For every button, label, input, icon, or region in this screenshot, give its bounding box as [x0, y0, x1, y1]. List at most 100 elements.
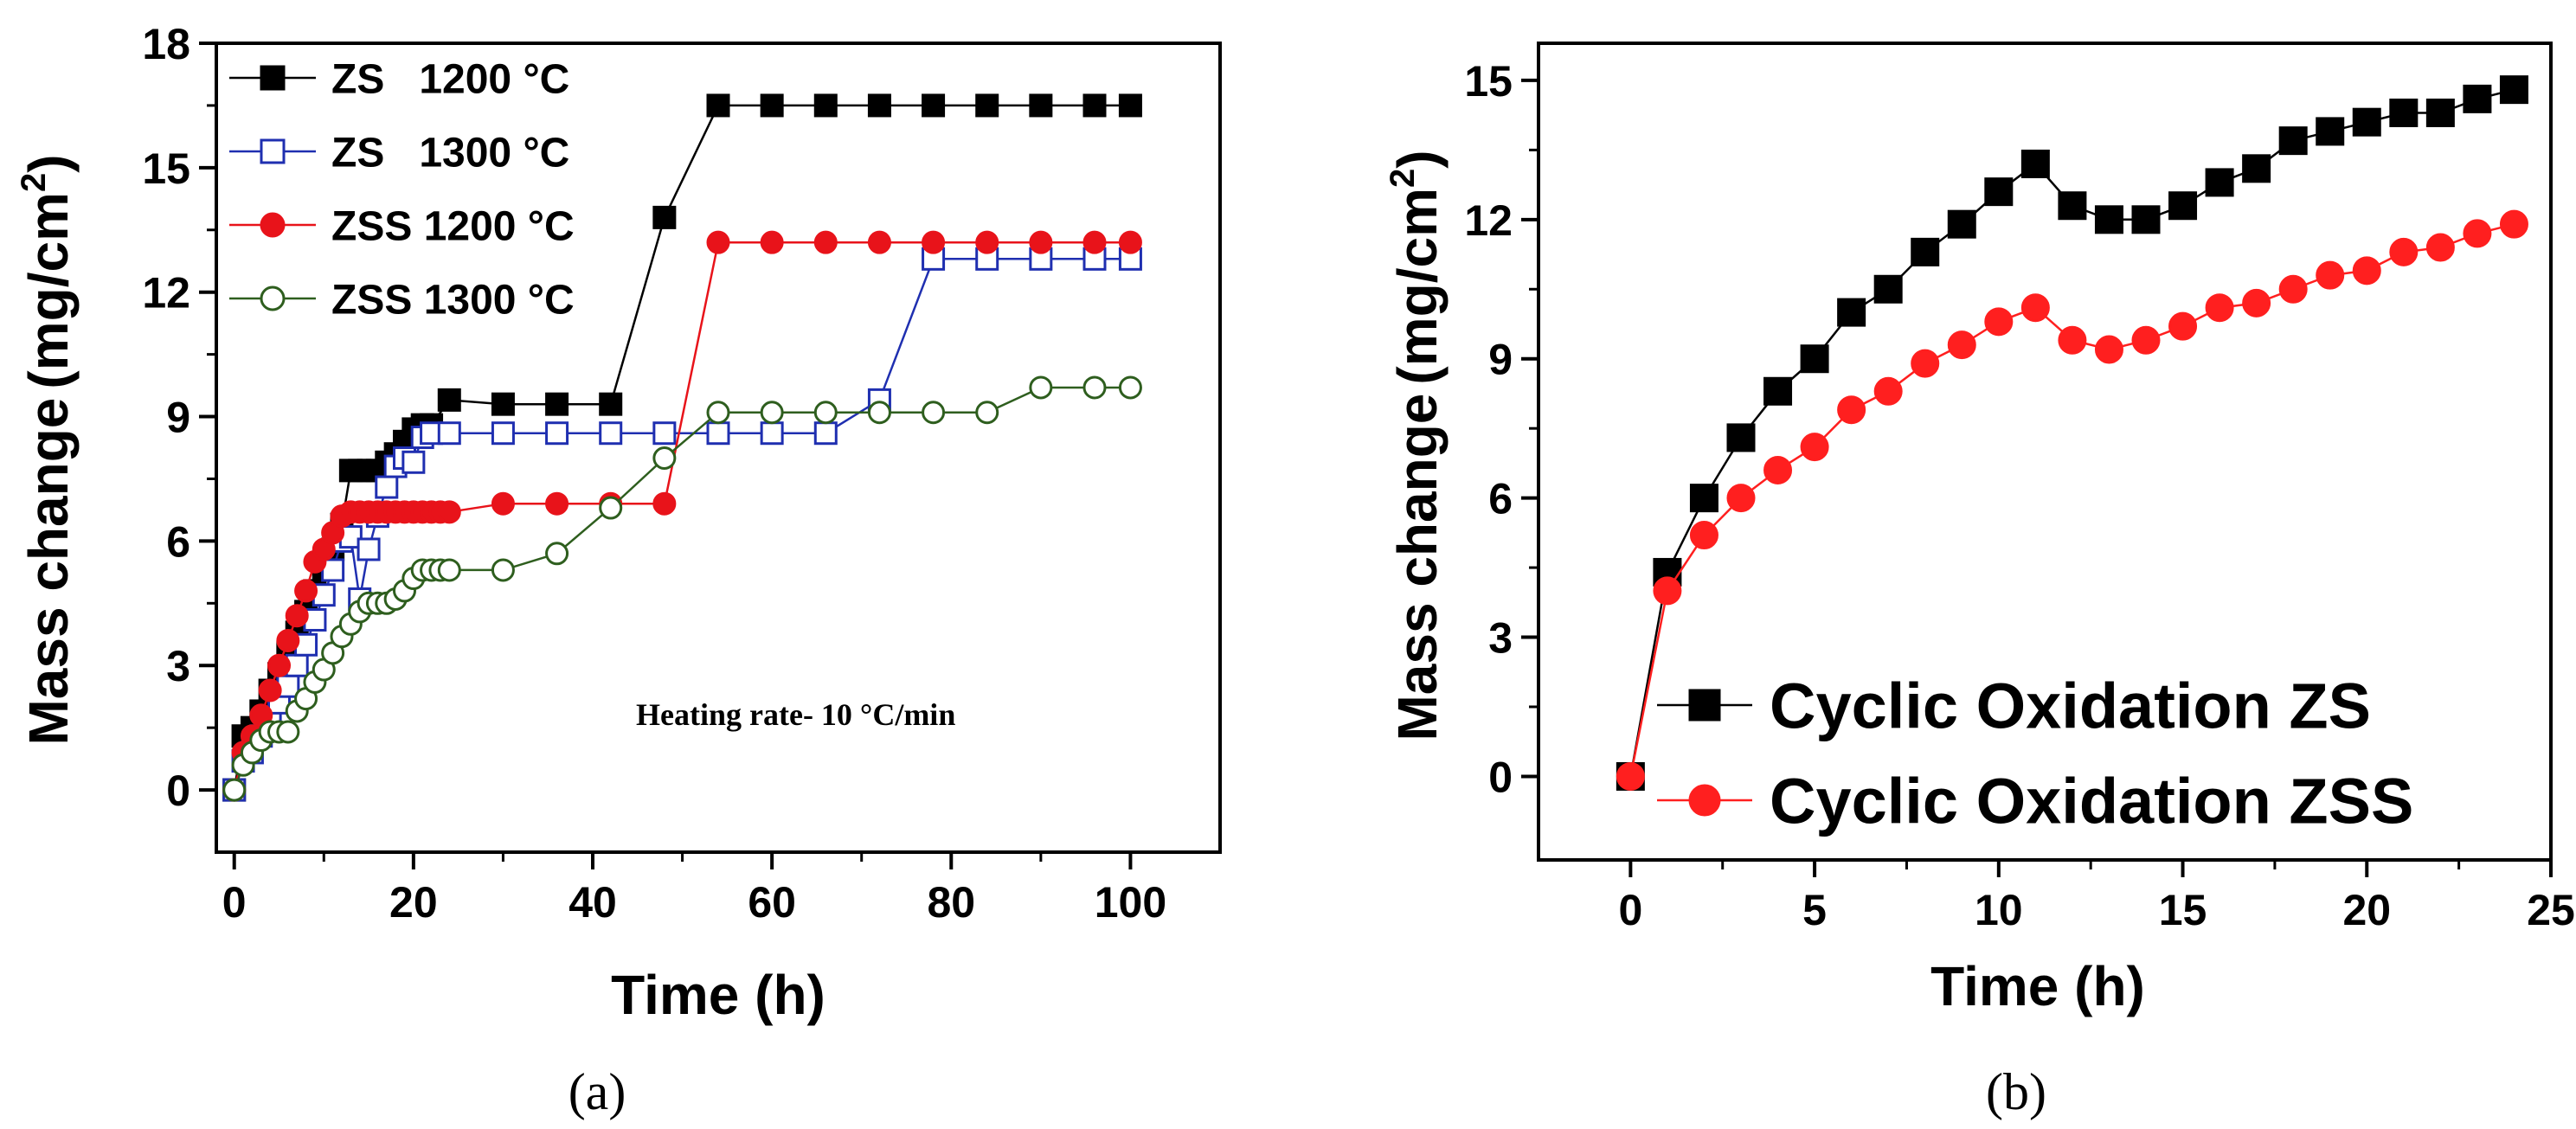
panel-a-data-point	[599, 421, 623, 446]
panel-a-data-point	[491, 491, 515, 516]
panel-a-y-label-main: Mass change	[17, 398, 80, 746]
panel-b-data-point	[1726, 423, 1756, 452]
panel-a-x-tick-label: 60	[748, 878, 796, 927]
panel-a-legend-marker	[260, 65, 286, 91]
panel-a-data-point	[437, 421, 461, 446]
panel-b-y-tick-label: 15	[1464, 57, 1513, 106]
panel-b-plot-frame	[1537, 42, 2553, 862]
panel-b-data-point	[2058, 325, 2087, 355]
panel-b-data-point	[1689, 521, 1718, 550]
panel-b-x-tick-label: 10	[1975, 886, 2023, 934]
panel-a-x-tick-label: 80	[927, 878, 975, 927]
panel-a-data-point	[652, 205, 677, 229]
panel-b-data-point	[2094, 335, 2123, 364]
panel-a-data-point	[276, 628, 300, 652]
panel-a-data-point	[375, 475, 399, 499]
panel-b-data-point	[2168, 191, 2198, 221]
panel-a-data-point	[491, 392, 515, 416]
panel-b-data-point	[1689, 484, 1718, 513]
panel-b-data-point	[1947, 330, 1976, 360]
panel-b-y-tick-label: 9	[1488, 336, 1513, 384]
panel-a-data-point	[294, 579, 318, 603]
panel-a-legend: ZS 1200 °C ZS 1300 °C ZSS 1200 °C ZSS 1300 …	[229, 56, 575, 323]
panel-b-y-tick-label: 3	[1488, 614, 1513, 663]
panel-a-data-point	[706, 230, 730, 254]
panel-b-x-tick-label: 25	[2527, 886, 2575, 934]
panel-a-y-tick-label: 0	[166, 767, 190, 815]
panel-b-data-point	[2316, 117, 2345, 146]
panel-b-data-point	[2242, 154, 2271, 183]
panel-a-data-point	[1082, 375, 1107, 400]
panel-b-series-2	[1616, 209, 2528, 791]
panel-b-y-label-main: Mass change	[1386, 394, 1449, 741]
panel-b-x-tick-label: 20	[2342, 886, 2391, 934]
panel-b-data-point	[2131, 325, 2161, 355]
panel-b-data-point	[2168, 311, 2198, 341]
panel-a-data-point	[652, 446, 677, 470]
panel-b-y-label-close: )	[1386, 150, 1449, 168]
panel-b-data-point	[2389, 98, 2419, 127]
panel-a-data-point	[1118, 375, 1142, 400]
panel-b-y-tick-label: 6	[1488, 475, 1513, 523]
panel-b-data-point	[2131, 205, 2161, 234]
panel-a-y-tick-label: 18	[142, 20, 190, 68]
panel-a-legend-item: ZSS 1200 °C	[229, 203, 575, 249]
panel-a-legend-marker	[260, 138, 286, 164]
panel-b-legend-marker	[1688, 689, 1721, 722]
panel-a-data-point	[1118, 93, 1142, 118]
panel-b-legend-marker	[1688, 784, 1721, 817]
panel-b-data-point	[1763, 455, 1793, 484]
panel-a-data-point	[706, 421, 730, 446]
panel-a-data-point	[545, 491, 569, 516]
panel-a-data-point	[652, 421, 677, 446]
panel-b-data-point	[2499, 75, 2528, 105]
panel-a-legend-marker	[260, 285, 286, 311]
panel-a-y-axis-label: Mass change (mg/cm2)	[15, 154, 80, 745]
panel-b-label: (b)	[1986, 1063, 2046, 1120]
panel-b-y-axis-label: Mass change (mg/cm2)	[1384, 150, 1449, 741]
panel-a-data-point	[599, 392, 623, 416]
panel-b-y-ticks: 0 3 6 9 12 15	[1464, 57, 1539, 801]
panel-a-data-point	[491, 421, 515, 446]
panel-b-data-point	[1726, 484, 1756, 513]
panel-b-data-point	[2020, 149, 2050, 178]
panel-b-data-point	[1763, 376, 1793, 406]
panel-b-x-axis-label: Time (h)	[1930, 955, 2145, 1017]
panel-b-series	[1616, 75, 2528, 791]
panel-a-x-tick-label: 20	[389, 878, 438, 927]
panel-a-legend-item: ZS 1200 °C	[229, 56, 569, 102]
panel-b-data-point	[2278, 274, 2308, 304]
panel-b-y-label-unit: (mg/cm	[1386, 188, 1449, 385]
panel-a-annotation: Heating rate- 10 °C/min	[636, 697, 955, 732]
panel-a-y-ticks: 0 3 6 9 12 15 18	[142, 20, 216, 815]
panel-a-data-point	[491, 558, 515, 582]
panel-b-data-point	[1800, 433, 1829, 462]
panel-b-legend-label: Cyclic Oxidation ZS	[1770, 670, 2371, 742]
panel-a-y-label-close: )	[17, 154, 80, 172]
panel-b-data-point	[1800, 344, 1829, 374]
panel-b-data-point	[2058, 191, 2087, 221]
panel-a-data-point	[867, 93, 891, 118]
panel-a-data-point	[975, 230, 999, 254]
panel-b-legend-item: Cyclic Oxidation ZS	[1657, 670, 2371, 742]
panel-a: 0 20 40 60 80 100 0 3 6 9 12 15 18 ZS 1200 °C ZS 130…	[15, 20, 1222, 1120]
panel-a-data-point	[922, 401, 946, 425]
panel-a-legend-label: ZS 1200 °C	[331, 56, 569, 102]
panel-b-x-tick-label: 0	[1618, 886, 1642, 934]
panel-a-legend-marker	[260, 212, 286, 238]
panel-a-data-point	[813, 93, 838, 118]
panel-a-data-point	[401, 450, 426, 474]
panel-a-data-point	[760, 421, 784, 446]
panel-b-data-point	[1837, 395, 1866, 425]
panel-a-x-tick-label: 40	[569, 878, 617, 927]
panel-b-x-ticks: 0 5 10 15 20 25	[1618, 860, 2575, 934]
panel-a-data-point	[867, 401, 891, 425]
panel-a-data-point	[760, 230, 784, 254]
panel-b-data-point	[1653, 576, 1682, 606]
panel-a-data-point	[706, 401, 730, 425]
panel-a-x-ticks: 0 20 40 60 80 100	[222, 852, 1166, 927]
panel-a-legend-label: ZSS 1200 °C	[331, 203, 575, 249]
panel-a-y-tick-label: 15	[142, 144, 190, 193]
panel-b-data-point	[2352, 107, 2381, 137]
panel-a-data-point	[1118, 230, 1142, 254]
